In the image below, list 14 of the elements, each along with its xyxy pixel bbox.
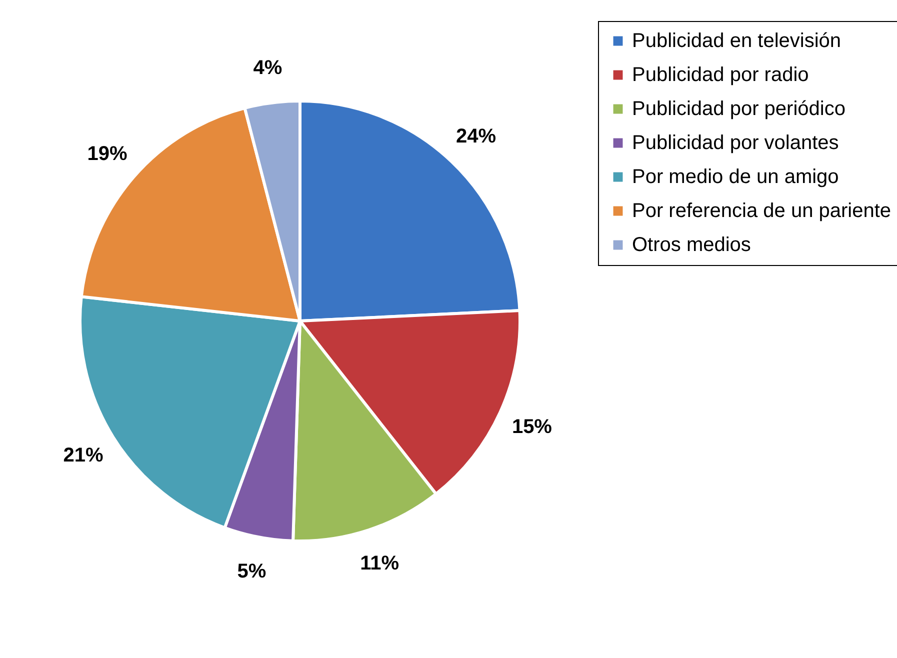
data-label: 21% <box>63 444 104 466</box>
legend-label: Publicidad por radio <box>632 64 809 86</box>
legend-label: Por medio de un amigo <box>632 166 839 188</box>
data-label: 19% <box>87 143 128 166</box>
legend-label: Publicidad en televisión <box>632 30 842 52</box>
data-label: 24% <box>456 125 496 148</box>
legend-label: Publicidad por periódico <box>632 98 846 120</box>
data-label: 4% <box>253 57 282 80</box>
legend-label: Otros medios <box>632 234 751 256</box>
data-label: 5% <box>237 560 266 582</box>
data-label: 15% <box>512 416 552 438</box>
legend-label: Publicidad por volantes <box>632 132 839 154</box>
legend-label: Por referencia de un pariente <box>632 200 892 222</box>
data-label: 11% <box>360 552 400 574</box>
